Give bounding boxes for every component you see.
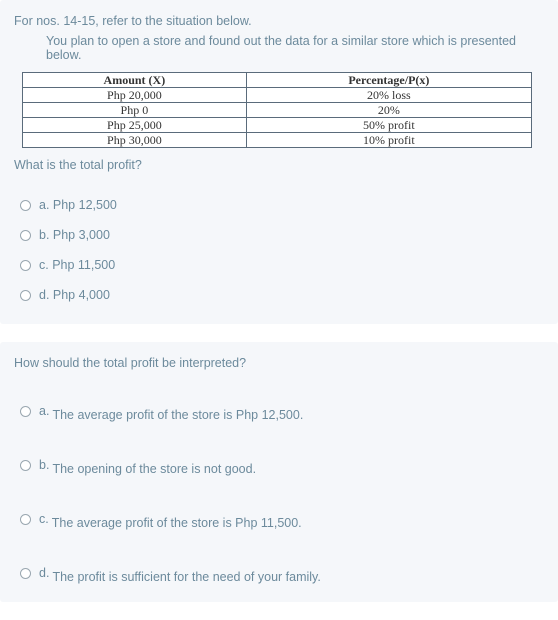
radio-input[interactable] — [20, 460, 31, 471]
option-letter: b. — [39, 458, 49, 472]
table-row: Php 20,000 20% loss — [23, 88, 532, 103]
option-letter: a. — [39, 404, 49, 418]
option-text: The average profit of the store is Php 1… — [52, 408, 303, 422]
option-a[interactable]: a. Php 12,500 — [20, 198, 544, 212]
question-card-2: How should the total profit be interpret… — [0, 342, 558, 602]
options-group-2: a. The average profit of the store is Ph… — [20, 404, 544, 580]
table-header-row: Amount (X) Percentage/P(x) — [23, 73, 532, 88]
table-row: Php 0 20% — [23, 103, 532, 118]
option-letter: c. — [39, 512, 49, 526]
table-row: Php 30,000 10% profit — [23, 133, 532, 148]
table-cell: 20% loss — [246, 88, 531, 103]
question-text: How should the total profit be interpret… — [14, 356, 544, 370]
table-cell: 10% profit — [246, 133, 531, 148]
radio-input[interactable] — [20, 260, 31, 271]
table-cell: Php 0 — [23, 103, 247, 118]
option-text: The average profit of the store is Php 1… — [52, 516, 302, 530]
table-cell: Php 30,000 — [23, 133, 247, 148]
table-cell: 20% — [246, 103, 531, 118]
option-label: c. Php 11,500 — [39, 258, 115, 272]
options-group-1: a. Php 12,500 b. Php 3,000 c. Php 11,500… — [20, 198, 544, 302]
table-header-cell: Percentage/P(x) — [246, 73, 531, 88]
table-row: Php 25,000 50% profit — [23, 118, 532, 133]
question-text: What is the total profit? — [14, 158, 544, 172]
radio-input[interactable] — [20, 290, 31, 301]
option-b[interactable]: b. Php 3,000 — [20, 228, 544, 242]
table-cell: Php 25,000 — [23, 118, 247, 133]
radio-input[interactable] — [20, 514, 31, 525]
radio-input[interactable] — [20, 200, 31, 211]
question-card-1: For nos. 14-15, refer to the situation b… — [0, 0, 558, 324]
option-b[interactable]: b. The opening of the store is not good. — [20, 458, 544, 472]
option-c[interactable]: c. The average profit of the store is Ph… — [20, 512, 544, 526]
data-table: Amount (X) Percentage/P(x) Php 20,000 20… — [22, 72, 532, 148]
option-label: d. Php 4,000 — [39, 288, 110, 302]
option-text: The profit is sufficient for the need of… — [52, 570, 320, 584]
option-label: b. Php 3,000 — [39, 228, 110, 242]
option-a[interactable]: a. The average profit of the store is Ph… — [20, 404, 544, 418]
option-d[interactable]: d. Php 4,000 — [20, 288, 544, 302]
radio-input[interactable] — [20, 406, 31, 417]
table-header-cell: Amount (X) — [23, 73, 247, 88]
radio-input[interactable] — [20, 230, 31, 241]
radio-input[interactable] — [20, 568, 31, 579]
table-cell: 50% profit — [246, 118, 531, 133]
option-label: a. Php 12,500 — [39, 198, 117, 212]
option-c[interactable]: c. Php 11,500 — [20, 258, 544, 272]
sub-instruction-text: You plan to open a store and found out t… — [46, 34, 544, 62]
table-cell: Php 20,000 — [23, 88, 247, 103]
instruction-text: For nos. 14-15, refer to the situation b… — [14, 14, 544, 28]
option-text: The opening of the store is not good. — [52, 462, 256, 476]
